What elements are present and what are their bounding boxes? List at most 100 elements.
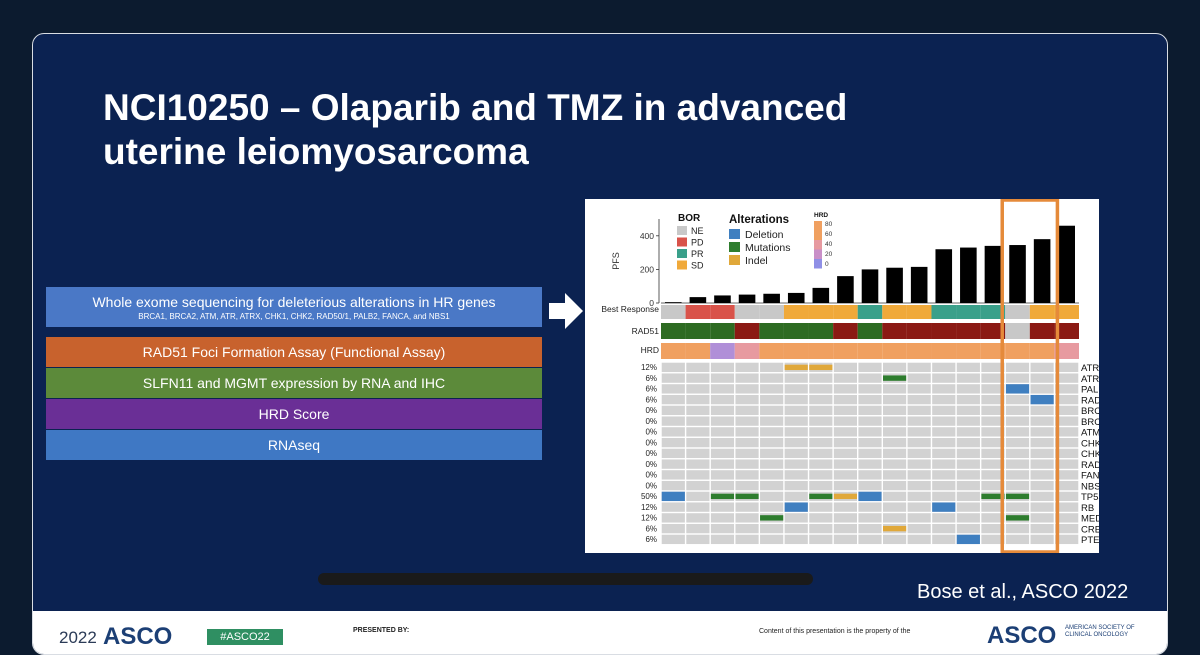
right-arrow-icon [549, 293, 583, 329]
grid-cell [1055, 437, 1079, 448]
track-cell-rad51 [661, 323, 686, 339]
track-cell-hrd [1005, 343, 1030, 359]
gene-name-label: ATRX [1081, 363, 1099, 374]
grid-cell [809, 523, 833, 534]
footer-asco-logo: ASCO [103, 623, 173, 650]
pfs-bar [910, 266, 928, 303]
grid-cell [784, 394, 808, 405]
oncoprint-chart: 0200400PFSBORNEPDPRSDAlterationsDeletion… [601, 198, 1120, 554]
grid-cell [784, 459, 808, 469]
grid-cell [686, 502, 710, 512]
grid-cell [784, 523, 808, 534]
track-cell-rad51 [1005, 323, 1030, 339]
grid-cell [981, 534, 1005, 545]
legend-hrd-tick: 40 [825, 241, 833, 248]
grid-cell [1055, 502, 1079, 512]
grid-cell [809, 470, 833, 480]
grid-cell [1055, 523, 1079, 534]
grid-cell [833, 416, 858, 426]
grid-cell [833, 394, 858, 405]
footer-bar: 2022 ASCO #ASCO22 PRESENTED BY: Content … [33, 611, 1167, 654]
grid-cell [809, 502, 833, 512]
gene-name-label: BRCA1 [1081, 406, 1099, 417]
track-cell-rad51 [759, 323, 784, 339]
grid-cell [710, 448, 735, 459]
track-cell-rad51 [685, 323, 711, 339]
slide-title: NCI10250 – Olaparib and TMZ in advanced … [103, 86, 1003, 174]
track-cell-best-response [685, 305, 711, 319]
grid-cell [809, 448, 833, 459]
pfs-bar [1058, 225, 1075, 303]
gene-name-label: ATM [1081, 428, 1099, 439]
grid-cell [858, 373, 882, 383]
grid-cell [981, 523, 1005, 534]
grid-cell [932, 448, 956, 459]
grid-cell [661, 437, 685, 448]
grid-cell [1030, 459, 1054, 469]
pfs-bar [1033, 239, 1051, 303]
grid-cell [981, 480, 1005, 491]
grid-cell [735, 427, 759, 437]
grid-cell [932, 513, 956, 523]
grid-cell [1005, 416, 1030, 426]
grid-cell [710, 405, 735, 416]
gene-name-label: CREBPP [1081, 524, 1099, 535]
legend-alt-label: Mutations [745, 242, 791, 254]
grid-cell [760, 534, 784, 545]
grid-cell [981, 405, 1005, 416]
legend-bor-label: PD [691, 238, 704, 248]
alteration-mark [882, 525, 907, 532]
gene-pct-label: 0% [645, 449, 657, 458]
grid-cell [833, 448, 858, 459]
track-cell-rad51 [931, 323, 957, 339]
alteration-mark [1030, 394, 1054, 405]
track-cell-best-response [931, 305, 957, 319]
grid-cell [956, 523, 980, 534]
track-cell-hrd [710, 343, 735, 359]
horizontal-scrollbar[interactable] [318, 573, 813, 585]
grid-cell [710, 459, 735, 469]
grid-cell [760, 405, 784, 416]
grid-cell [932, 437, 956, 448]
grid-cell [1030, 384, 1054, 394]
grid-cell [882, 427, 907, 437]
grid-cell [1005, 427, 1030, 437]
grid-cell [760, 362, 784, 373]
grid-cell [809, 459, 833, 469]
grid-cell [1055, 491, 1079, 502]
grid-cell [1055, 427, 1079, 437]
legend-bor-swatch [677, 226, 687, 235]
oncoprint-figure: 0 200 400 PFS BOR NE PD PR SD Alterations Deletion… [585, 198, 1120, 554]
pfs-bar [738, 294, 756, 303]
grid-cell [784, 470, 808, 480]
footer-content-note: Content of this presentation is the prop… [759, 628, 911, 635]
legend-bor-label: PR [691, 249, 704, 259]
alteration-mark [809, 493, 833, 500]
gene-name-label: FANCA [1081, 471, 1099, 482]
footer-presented-by: PRESENTED BY: [353, 627, 410, 634]
track-cell-rad51 [882, 323, 907, 339]
grid-cell [760, 416, 784, 426]
grid-cell [661, 394, 685, 405]
footer-asco-logo-right: ASCO [987, 622, 1057, 649]
legend-hrd-swatch [814, 221, 822, 231]
grid-cell [907, 416, 931, 426]
grid-cell [1055, 534, 1079, 545]
alteration-mark [981, 493, 1005, 500]
grid-cell [1030, 373, 1054, 383]
footer-year: 2022 [59, 628, 97, 647]
gene-name-label: PTEN [1081, 535, 1099, 546]
grid-cell [1055, 362, 1079, 373]
grid-cell [735, 480, 759, 491]
track-cell-hrd [882, 343, 907, 359]
grid-cell [956, 448, 980, 459]
grid-cell [956, 416, 980, 426]
gene-pct-label: 0% [645, 481, 657, 490]
grid-cell [932, 405, 956, 416]
track-cell-hrd [661, 343, 686, 359]
grid-cell [710, 362, 735, 373]
grid-cell [661, 459, 685, 469]
legend-alt-label: Deletion [745, 229, 784, 241]
grid-cell [882, 480, 907, 491]
track-cell-best-response [1029, 305, 1055, 319]
